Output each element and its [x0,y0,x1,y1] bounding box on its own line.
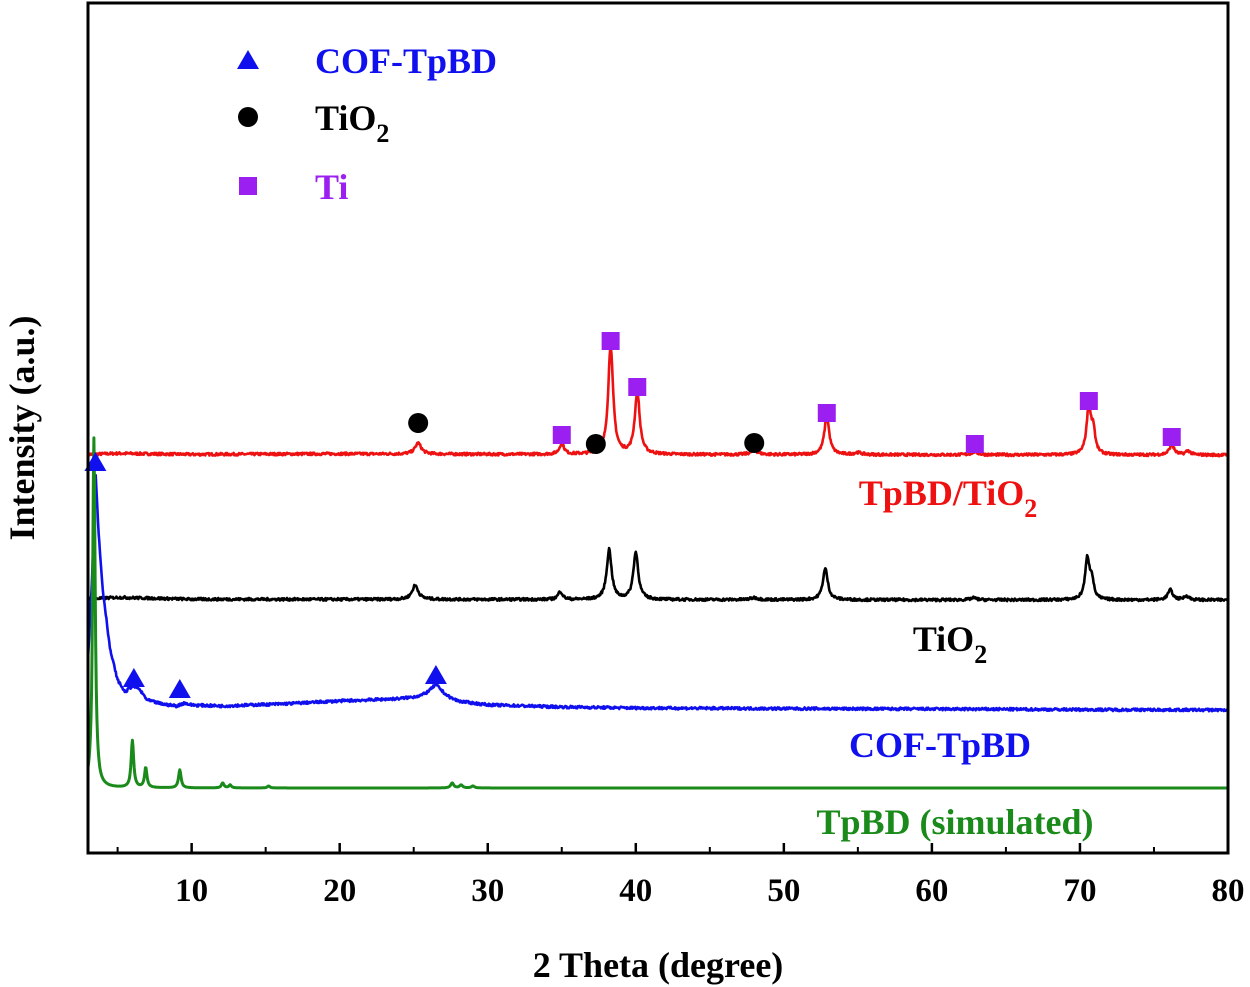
plot-frame [86,1,1230,855]
series-label-text: COF-TpBD [849,725,1031,765]
series-line-tpbd-simulated [86,436,1229,790]
series-label-tio2: TiO2 [913,619,987,669]
series-label-subscript: 2 [1024,494,1037,523]
square-marker [552,426,571,444]
series-label-text: TpBD/TiO [859,473,1024,513]
series-label-subscript: 2 [974,640,987,669]
square-marker [1079,392,1098,410]
legend-label-text: COF-TpBD [315,41,497,81]
circle-marker [408,413,429,433]
triangle-marker [122,668,145,687]
x-tick-label: 80 [1212,873,1245,909]
square-marker [601,332,620,350]
legend-label-cof-tpbd: COF-TpBD [315,41,497,81]
series-label-text: TiO [913,619,974,659]
square-legend-icon [239,177,257,195]
x-tick-label: 50 [767,873,800,909]
x-tick-label: 30 [471,873,504,909]
x-tick-label: 60 [915,873,948,909]
legend-label-text: TiO [315,98,376,138]
series-line-cof-tpbd [86,473,1229,713]
series-line-tio2 [86,546,1230,603]
x-tick-label: 20 [323,873,356,909]
circle-marker [585,434,606,454]
square-marker [1162,428,1181,446]
series-label-cof-tpbd: COF-TpBD [849,725,1031,765]
legend-label-ti: Ti [315,167,348,207]
circle-marker [744,433,765,453]
series-line-tpbd-tio2 [86,346,1229,458]
series-label-tpbd-tio2: TpBD/TiO2 [859,473,1037,523]
triangle-legend-icon [237,50,259,69]
square-marker [817,404,836,422]
square-marker [965,435,984,453]
circle-legend-icon [238,107,258,127]
series-label-text: TpBD (simulated) [816,802,1093,842]
triangle-marker [424,665,447,684]
x-tick-label: 10 [175,873,208,909]
x-tick-label: 70 [1063,873,1096,909]
legend-label-text: Ti [315,167,348,207]
series-label-tpbd-simulated: TpBD (simulated) [816,802,1093,842]
triangle-marker [84,452,107,471]
square-marker [628,378,647,396]
x-tick-label: 40 [619,873,652,909]
triangle-marker [168,679,191,698]
legend-label-tio: TiO2 [315,98,389,148]
y-axis-title: Intensity (a.u.) [2,315,42,540]
x-axis-title: 2 Theta (degree) [533,945,784,985]
legend-label-subscript: 2 [376,119,389,148]
